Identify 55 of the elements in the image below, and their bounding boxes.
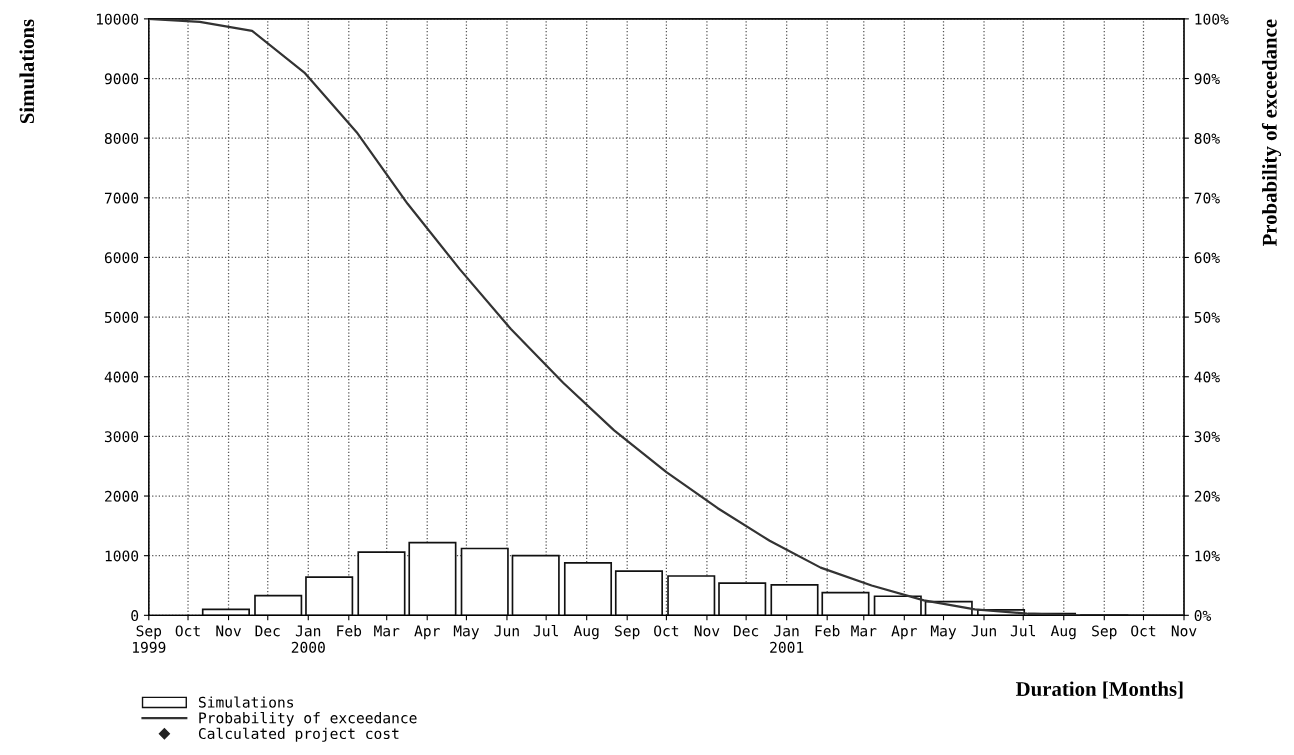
y-tick-label: 7000 xyxy=(104,192,139,204)
y-tick-label: 10000 xyxy=(96,13,139,25)
x-axis-title: Duration [Months] xyxy=(1015,681,1183,699)
y-tick-label: 6000 xyxy=(104,252,139,264)
x-tick-label: Feb xyxy=(337,625,362,637)
x-tick-label: Jun xyxy=(494,625,519,637)
y-tick-label: 2000 xyxy=(105,490,139,502)
x-tick-label: Dec xyxy=(255,625,280,637)
x-tick-label: Nov xyxy=(694,625,720,637)
x-tick-label: Oct xyxy=(175,625,200,637)
y2-tick-label: 30% xyxy=(1194,431,1220,443)
y2-tick-label: 80% xyxy=(1194,132,1220,144)
legend-label: Simulations xyxy=(198,696,294,708)
y-tick-label: 1000 xyxy=(105,550,139,562)
y2-tick-label: 50% xyxy=(1194,311,1220,323)
y2-tick-label: 60% xyxy=(1194,252,1220,264)
y2-tick-label: 20% xyxy=(1194,490,1220,502)
x-tick-label: Nov xyxy=(1171,625,1197,637)
y-tick-label: 5000 xyxy=(104,311,139,323)
x-tick-label: May xyxy=(930,625,957,640)
y2-tick-label: 40% xyxy=(1194,371,1220,383)
y2-tick-label: 90% xyxy=(1194,73,1220,85)
y2-tick-label: 10% xyxy=(1195,550,1220,562)
x-tick-label: Jan 2000 xyxy=(291,625,325,653)
x-tick-label: Oct xyxy=(1131,625,1156,637)
x-tick-label: Jul xyxy=(1010,625,1035,637)
x-tick-label: Aug xyxy=(1050,625,1076,640)
legend-label: Probability of exceedance xyxy=(199,712,417,727)
x-tick-label: Jan 2001 xyxy=(770,625,804,653)
x-tick-label: Sep xyxy=(1092,625,1117,640)
x-tick-label: Aug xyxy=(573,625,599,640)
x-tick-label: Apr xyxy=(414,625,440,640)
y-tick-label: 4000 xyxy=(104,371,139,383)
x-tick-label: Mar xyxy=(374,625,400,637)
y-axis-title: Simulations xyxy=(19,19,35,124)
x-tick-label: Mar xyxy=(851,625,877,637)
y-tick-label: 0 xyxy=(131,610,139,622)
y-tick-label: 8000 xyxy=(104,132,139,144)
x-tick-label: May xyxy=(453,625,480,640)
x-tick-label: Apr xyxy=(891,625,917,640)
y2-tick-label: 100% xyxy=(1195,13,1229,25)
x-tick-label: Feb xyxy=(815,625,840,637)
x-tick-label: Sep xyxy=(615,625,640,640)
y2-tick-label: 0% xyxy=(1194,610,1212,622)
y2-tick-label: 70% xyxy=(1194,192,1220,204)
x-tick-label: Sep 1999 xyxy=(133,625,166,653)
y-tick-label: 3000 xyxy=(104,431,139,443)
y-tick-label: 9000 xyxy=(104,73,139,85)
x-tick-label: Jun xyxy=(971,625,996,637)
x-tick-label: Nov xyxy=(216,625,241,637)
y2-axis-title: Probability of exceedance xyxy=(1261,19,1282,247)
legend-label: Calculated project cost xyxy=(198,727,399,742)
x-tick-label: Dec xyxy=(733,625,759,637)
x-tick-label: Oct xyxy=(654,625,679,637)
x-tick-label: Jul xyxy=(533,625,558,637)
